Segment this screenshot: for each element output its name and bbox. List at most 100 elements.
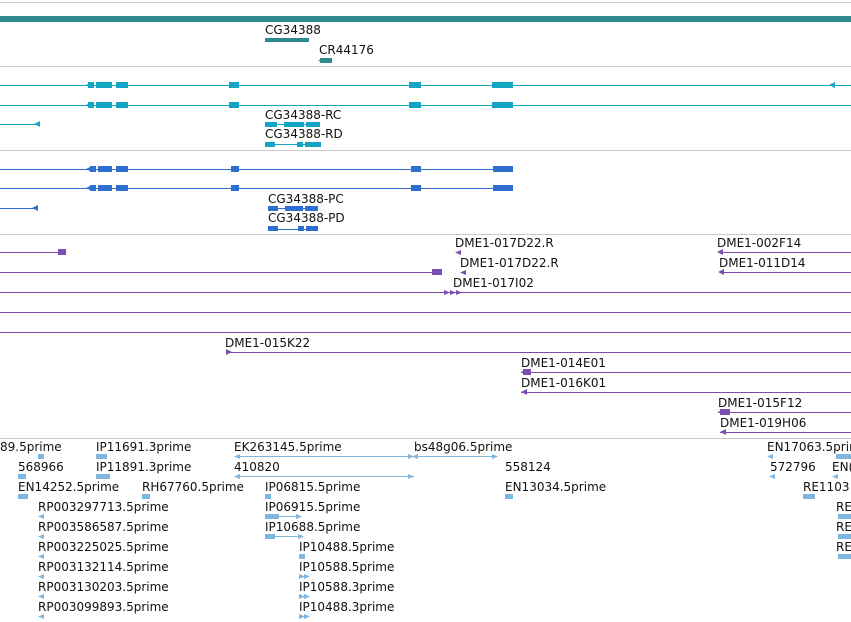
- exon-block[interactable]: [116, 102, 128, 108]
- strand-arrow[interactable]: [86, 185, 92, 191]
- est-arrow[interactable]: [769, 474, 775, 479]
- gene-label[interactable]: CG34388: [265, 23, 321, 37]
- est-block[interactable]: [803, 494, 815, 499]
- est-arrow[interactable]: [832, 474, 838, 479]
- strand-arrow[interactable]: [86, 102, 92, 108]
- est-label[interactable]: EK263145.5prime: [234, 440, 342, 454]
- est-block[interactable]: [18, 474, 26, 479]
- clone-label[interactable]: DME1-015F12: [718, 396, 803, 410]
- clone-label[interactable]: DME1-014E01: [521, 356, 606, 370]
- est-label[interactable]: RP003586587.5prime: [38, 520, 169, 534]
- est-label[interactable]: RE: [836, 520, 851, 534]
- clone-arrow[interactable]: [718, 409, 724, 415]
- strand-arrow[interactable]: [86, 82, 92, 88]
- clone-arrow[interactable]: [460, 270, 466, 275]
- clone-arrow[interactable]: [456, 290, 462, 295]
- clone-label[interactable]: DME1-017I02: [453, 276, 534, 290]
- gene-bar[interactable]: [320, 58, 332, 63]
- strand-arrow[interactable]: [829, 82, 835, 88]
- exon-block[interactable]: [493, 166, 513, 172]
- est-label[interactable]: RP003132114.5prime: [38, 560, 169, 574]
- est-arrow[interactable]: [412, 454, 418, 459]
- est-block[interactable]: [265, 514, 279, 519]
- est-arrow[interactable]: [234, 474, 240, 479]
- est-label[interactable]: IP10688.5prime: [265, 520, 361, 534]
- est-arrow[interactable]: [408, 454, 414, 459]
- exon-block[interactable]: [493, 185, 513, 191]
- est-label[interactable]: RP003297713.5prime: [38, 500, 169, 514]
- est-arrow[interactable]: [304, 614, 310, 619]
- gene-bar[interactable]: [265, 38, 309, 42]
- est-label[interactable]: IP11891.3prime: [96, 460, 192, 474]
- est-label[interactable]: IP10588.3prime: [299, 580, 395, 594]
- est-block[interactable]: [838, 534, 851, 539]
- est-label[interactable]: 89.5prime: [0, 440, 62, 454]
- clone-arrow[interactable]: [718, 269, 724, 275]
- protein-label[interactable]: CG34388-PC: [268, 192, 344, 206]
- est-label[interactable]: EN14252.5prime: [18, 480, 120, 494]
- est-arrow[interactable]: [492, 454, 498, 459]
- strand-arrow[interactable]: [34, 121, 40, 127]
- est-arrow[interactable]: [299, 594, 305, 599]
- exon-block[interactable]: [116, 82, 128, 88]
- exon-block[interactable]: [305, 206, 318, 211]
- est-label[interactable]: RE1103: [803, 480, 850, 494]
- est-label[interactable]: EN(: [832, 460, 851, 474]
- est-label[interactable]: 410820: [234, 460, 280, 474]
- exon-block[interactable]: [284, 122, 304, 127]
- exon-block[interactable]: [492, 82, 513, 88]
- est-label[interactable]: RP003130203.5prime: [38, 580, 169, 594]
- strand-arrow[interactable]: [86, 166, 92, 172]
- clone-label[interactable]: DME1-019H06: [720, 416, 807, 430]
- protein-label[interactable]: CG34388-PD: [268, 211, 345, 225]
- clone-label[interactable]: DME1-017D22.R: [455, 236, 554, 250]
- est-arrow[interactable]: [38, 574, 44, 579]
- exon-block[interactable]: [305, 142, 321, 147]
- exon-block[interactable]: [265, 122, 277, 127]
- exon-block[interactable]: [268, 206, 278, 211]
- est-block[interactable]: [18, 494, 28, 499]
- exon-block[interactable]: [298, 226, 304, 231]
- exon-block[interactable]: [229, 82, 239, 88]
- est-label[interactable]: 572796: [770, 460, 816, 474]
- exon-block[interactable]: [268, 226, 278, 231]
- est-label[interactable]: RE: [836, 500, 851, 514]
- exon-block[interactable]: [98, 166, 112, 172]
- exon-block[interactable]: [90, 185, 96, 191]
- exon-block[interactable]: [231, 185, 239, 191]
- clone-arrow[interactable]: [717, 249, 723, 255]
- est-label[interactable]: EN13034.5prime: [505, 480, 607, 494]
- est-arrow[interactable]: [299, 574, 305, 579]
- transcript-label[interactable]: CG34388-RC: [265, 108, 342, 122]
- clone-arrow[interactable]: [444, 290, 450, 295]
- clone-arrow[interactable]: [455, 250, 461, 255]
- est-label[interactable]: IP06915.5prime: [265, 500, 361, 514]
- est-arrow[interactable]: [304, 594, 310, 599]
- est-block[interactable]: [265, 494, 271, 499]
- exon-block[interactable]: [409, 102, 421, 108]
- est-label[interactable]: RE: [836, 540, 851, 554]
- exon-block[interactable]: [411, 185, 421, 191]
- exon-block[interactable]: [411, 166, 421, 172]
- strand-arrow[interactable]: [318, 58, 324, 63]
- est-block[interactable]: [836, 454, 851, 459]
- exon-block[interactable]: [116, 185, 128, 191]
- exon-block[interactable]: [96, 102, 112, 108]
- clone-label[interactable]: DME1-002F14: [717, 236, 802, 250]
- est-block[interactable]: [102, 454, 107, 459]
- exon-block[interactable]: [297, 142, 303, 147]
- est-arrow[interactable]: [304, 574, 310, 579]
- est-arrow[interactable]: [38, 514, 44, 519]
- est-label[interactable]: RP003099893.5prime: [38, 600, 169, 614]
- exon-block[interactable]: [96, 82, 112, 88]
- est-arrow[interactable]: [299, 614, 305, 619]
- exon-block[interactable]: [265, 142, 275, 147]
- gene-label[interactable]: CR44176: [319, 43, 374, 57]
- clone-label[interactable]: DME1-016K01: [521, 376, 607, 390]
- clone-label[interactable]: DME1-011D14: [719, 256, 806, 270]
- exon-block[interactable]: [116, 166, 128, 172]
- est-label[interactable]: RH67760.5prime: [142, 480, 244, 494]
- exon-block[interactable]: [229, 102, 239, 108]
- clone-arrow[interactable]: [521, 369, 527, 375]
- exon-block[interactable]: [285, 206, 303, 211]
